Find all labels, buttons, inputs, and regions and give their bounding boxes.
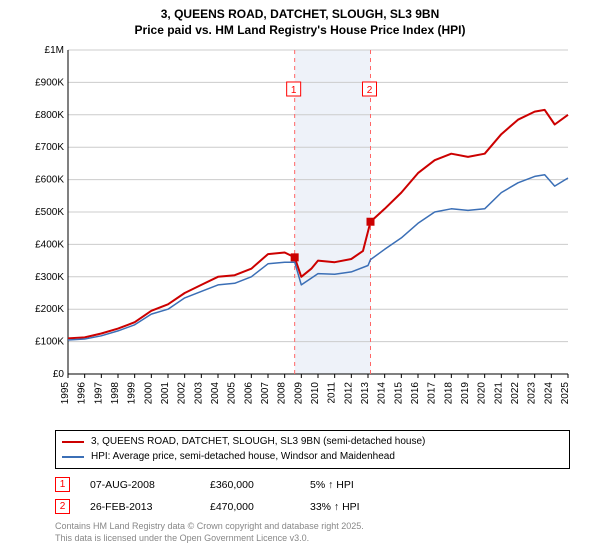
svg-text:2012: 2012 <box>343 382 354 405</box>
svg-text:2: 2 <box>367 85 373 96</box>
event-price: £470,000 <box>210 501 290 513</box>
svg-text:2013: 2013 <box>360 382 371 405</box>
license-text: Contains HM Land Registry data © Crown c… <box>55 521 570 544</box>
legend-label: HPI: Average price, semi-detached house,… <box>91 449 395 464</box>
svg-text:2004: 2004 <box>210 382 221 405</box>
license-line: This data is licensed under the Open Gov… <box>55 533 570 545</box>
svg-text:2001: 2001 <box>160 382 171 405</box>
svg-text:2019: 2019 <box>460 382 471 405</box>
legend-item: HPI: Average price, semi-detached house,… <box>62 449 563 464</box>
svg-text:£400K: £400K <box>35 240 64 251</box>
svg-text:2017: 2017 <box>427 382 438 405</box>
license-line: Contains HM Land Registry data © Crown c… <box>55 521 570 533</box>
svg-text:2020: 2020 <box>477 382 488 405</box>
svg-text:2009: 2009 <box>293 382 304 405</box>
legend-label: 3, QUEENS ROAD, DATCHET, SLOUGH, SL3 9BN… <box>91 434 425 449</box>
svg-text:1: 1 <box>291 85 297 96</box>
event-pct: 33% ↑ HPI <box>310 501 400 513</box>
svg-text:£500K: £500K <box>35 207 64 218</box>
svg-text:2022: 2022 <box>510 382 521 405</box>
event-row: 1 07-AUG-2008 £360,000 5% ↑ HPI <box>55 477 570 492</box>
svg-text:2014: 2014 <box>377 382 388 405</box>
svg-text:2005: 2005 <box>227 382 238 405</box>
event-row: 2 26-FEB-2013 £470,000 33% ↑ HPI <box>55 499 570 514</box>
event-price: £360,000 <box>210 479 290 491</box>
svg-text:1997: 1997 <box>93 382 104 405</box>
svg-text:£600K: £600K <box>35 175 64 186</box>
svg-text:2011: 2011 <box>327 382 338 404</box>
svg-text:2002: 2002 <box>177 382 188 405</box>
chart-area: £0 £100K £200K £300K £400K £500K £600K £700K £80… <box>20 42 580 422</box>
line-chart: £0 £100K £200K £300K £400K £500K £600K £700K £80… <box>20 42 580 422</box>
event-date: 07-AUG-2008 <box>90 479 190 491</box>
svg-text:£700K: £700K <box>35 143 64 154</box>
title-line-2: Price paid vs. HM Land Registry's House … <box>0 22 600 38</box>
svg-text:2015: 2015 <box>393 382 404 405</box>
event-marker: 2 <box>55 499 70 514</box>
svg-text:2008: 2008 <box>277 382 288 405</box>
svg-text:2016: 2016 <box>410 382 421 405</box>
svg-text:2025: 2025 <box>560 382 571 405</box>
svg-text:£800K: £800K <box>35 110 64 121</box>
svg-text:2006: 2006 <box>243 382 254 405</box>
svg-text:2003: 2003 <box>193 382 204 405</box>
svg-text:1996: 1996 <box>77 382 88 405</box>
svg-text:2021: 2021 <box>493 382 504 405</box>
event-pct: 5% ↑ HPI <box>310 479 400 491</box>
svg-text:2007: 2007 <box>260 382 271 405</box>
svg-text:2023: 2023 <box>527 382 538 405</box>
event-date: 26-FEB-2013 <box>90 501 190 513</box>
svg-text:£300K: £300K <box>35 272 64 283</box>
svg-text:1999: 1999 <box>127 382 138 405</box>
svg-text:£900K: £900K <box>35 78 64 89</box>
svg-text:£200K: £200K <box>35 305 64 316</box>
svg-text:2018: 2018 <box>443 382 454 405</box>
svg-text:£0: £0 <box>53 369 65 380</box>
svg-text:£100K: £100K <box>35 337 64 348</box>
legend-swatch <box>62 441 84 443</box>
svg-text:2010: 2010 <box>310 382 321 405</box>
svg-text:1995: 1995 <box>60 382 71 405</box>
legend-swatch <box>62 456 84 458</box>
svg-text:2024: 2024 <box>543 382 554 405</box>
events-table: 1 07-AUG-2008 £360,000 5% ↑ HPI 2 26-FEB… <box>55 477 570 514</box>
legend-item: 3, QUEENS ROAD, DATCHET, SLOUGH, SL3 9BN… <box>62 434 563 449</box>
title-line-1: 3, QUEENS ROAD, DATCHET, SLOUGH, SL3 9BN <box>0 6 600 22</box>
event-marker: 1 <box>55 477 70 492</box>
svg-text:1998: 1998 <box>110 382 121 405</box>
legend: 3, QUEENS ROAD, DATCHET, SLOUGH, SL3 9BN… <box>55 430 570 469</box>
svg-text:£1M: £1M <box>45 45 64 56</box>
chart-title: 3, QUEENS ROAD, DATCHET, SLOUGH, SL3 9BN… <box>0 0 600 38</box>
svg-text:2000: 2000 <box>143 382 154 405</box>
